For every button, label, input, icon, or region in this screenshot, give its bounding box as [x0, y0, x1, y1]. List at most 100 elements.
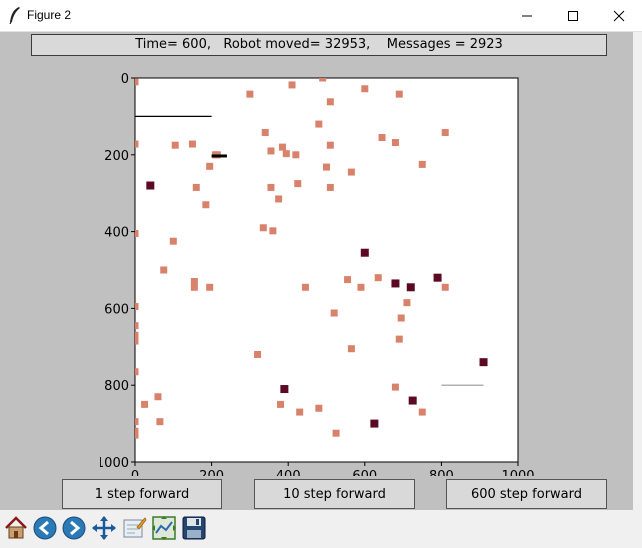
- tile-marker: [347, 168, 355, 176]
- tile-marker: [135, 140, 139, 148]
- tile-marker: [171, 141, 179, 149]
- close-button[interactable]: [596, 0, 642, 31]
- home-icon[interactable]: [3, 515, 29, 541]
- maximize-button[interactable]: [550, 0, 596, 31]
- tile-marker: [391, 383, 399, 391]
- step-1-forward-button[interactable]: 1 step forward: [62, 479, 222, 509]
- window-titlebar: Figure 2: [0, 0, 642, 32]
- step-10-forward-button[interactable]: 10 step forward: [254, 479, 415, 509]
- tile-marker: [330, 309, 338, 317]
- tile-marker: [391, 139, 399, 147]
- robot-marker: [360, 248, 369, 257]
- tile-marker: [156, 418, 164, 426]
- x-tick-label: 200: [199, 469, 224, 476]
- forward-arrow-icon[interactable]: [61, 515, 87, 541]
- maximize-icon: [568, 11, 578, 21]
- tile-marker: [154, 393, 162, 401]
- save-icon[interactable]: [181, 515, 207, 541]
- x-tick-label: 600: [352, 469, 377, 476]
- robot-marker: [391, 279, 400, 288]
- robot-marker: [406, 283, 415, 292]
- plot-area: [134, 77, 519, 463]
- status-text: Time= 600, Robot moved= 32953, Messages …: [31, 34, 607, 56]
- tile-marker: [135, 337, 139, 345]
- tile-marker: [135, 230, 139, 238]
- tile-marker: [395, 335, 403, 343]
- x-tick-label: 0: [131, 469, 139, 476]
- robots-layer: [146, 181, 488, 428]
- tile-marker: [418, 408, 426, 416]
- y-tick-label: 200: [104, 149, 129, 164]
- navigation-toolbar: [0, 510, 642, 548]
- tile-marker: [288, 81, 296, 89]
- tile-marker: [326, 183, 334, 191]
- tiles-layer: [135, 78, 449, 439]
- tile-marker: [282, 150, 290, 158]
- tile-marker: [190, 283, 198, 291]
- tile-marker: [315, 404, 323, 412]
- tile-marker: [267, 147, 275, 155]
- pan-icon[interactable]: [91, 515, 117, 541]
- tile-marker: [135, 322, 139, 330]
- back-arrow-icon[interactable]: [32, 515, 58, 541]
- tile-marker: [135, 418, 139, 426]
- robot-marker: [433, 273, 442, 282]
- tile-marker: [135, 78, 139, 86]
- tile-marker: [192, 183, 200, 191]
- tile-marker: [294, 180, 302, 188]
- tile-marker: [378, 134, 386, 142]
- tile-marker: [135, 431, 139, 439]
- close-icon: [613, 10, 625, 22]
- y-tick-label: 800: [104, 379, 129, 394]
- tile-marker: [441, 129, 449, 137]
- tile-marker: [292, 151, 300, 159]
- tile-marker: [403, 299, 411, 307]
- robot-marker: [408, 396, 417, 405]
- step-600-forward-button[interactable]: 600 step forward: [446, 479, 607, 509]
- tile-marker: [269, 227, 277, 235]
- tile-marker: [418, 160, 426, 168]
- tile-marker: [135, 302, 139, 310]
- subplots-icon[interactable]: [151, 515, 177, 541]
- tile-marker: [261, 129, 269, 137]
- zoom-icon[interactable]: [121, 515, 147, 541]
- simulation-plot[interactable]: 0200400600800100002004006008001000: [100, 66, 540, 476]
- tile-marker: [397, 314, 405, 322]
- feather-icon: [9, 7, 20, 24]
- tile-marker: [135, 368, 139, 376]
- y-tick-label: 0: [121, 72, 129, 87]
- tile-marker: [188, 140, 196, 148]
- y-tick-label: 600: [104, 302, 129, 317]
- y-tick-label: 400: [104, 226, 129, 241]
- tile-marker: [259, 224, 267, 232]
- tile-marker: [357, 283, 365, 291]
- tile-marker: [301, 283, 309, 291]
- robot-marker: [146, 181, 155, 190]
- tile-marker: [296, 408, 304, 416]
- x-tick-label: 1000: [501, 469, 534, 476]
- lines-layer: [135, 115, 484, 386]
- tile-marker: [202, 201, 210, 209]
- tile-marker: [441, 283, 449, 291]
- tile-marker: [395, 90, 403, 98]
- window-title: Figure 2: [27, 8, 72, 22]
- tile-marker: [315, 120, 323, 128]
- tile-marker: [246, 90, 254, 98]
- tile-marker: [135, 427, 139, 435]
- tile-marker: [347, 345, 355, 353]
- tile-marker: [344, 276, 352, 284]
- side-strip: [633, 32, 642, 510]
- tile-marker: [326, 98, 334, 106]
- tile-marker: [361, 85, 369, 93]
- tile-marker: [319, 78, 327, 82]
- tile-marker: [254, 350, 262, 358]
- axes-layer: 0200400600800100002004006008001000: [100, 72, 535, 476]
- tile-marker: [206, 283, 214, 291]
- x-tick-label: 400: [276, 469, 301, 476]
- tile-marker: [135, 331, 139, 339]
- robot-marker: [479, 358, 488, 367]
- x-tick-label: 800: [429, 469, 454, 476]
- tile-marker: [326, 141, 334, 149]
- robot-marker: [370, 419, 379, 428]
- minimize-button[interactable]: [504, 0, 550, 31]
